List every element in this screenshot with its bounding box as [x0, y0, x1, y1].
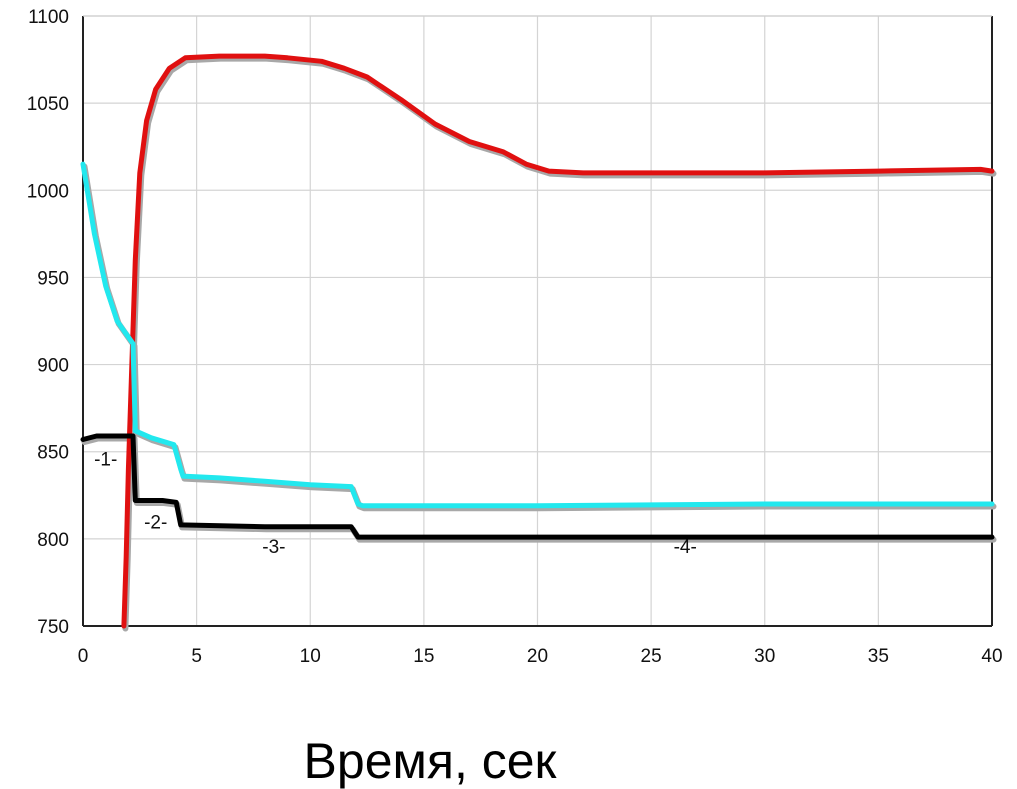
x-tick-label: 25: [641, 646, 662, 667]
x-tick-label: 40: [981, 646, 1002, 667]
y-tick-label: 750: [37, 617, 69, 638]
stage-label: -1-: [94, 450, 117, 471]
x-tick-labels: 0 5 10 15 20 25 30 35 40: [78, 646, 1003, 667]
x-tick-label: 15: [413, 646, 434, 667]
stage-label: -3-: [262, 537, 285, 558]
y-tick-label: 1100: [28, 7, 69, 28]
y-tick-labels: 750 800 850 900 950 1000 1050 1100: [27, 7, 69, 638]
series-shadow-2: [85, 167, 994, 509]
stage-label: -4-: [674, 537, 697, 558]
y-tick-label: 1050: [27, 94, 69, 115]
x-axis-label: Время, сек: [304, 733, 558, 789]
x-tick-label: 20: [527, 646, 548, 667]
series-shadow-1: [125, 59, 993, 629]
y-tick-label: 900: [37, 356, 69, 377]
grid: [83, 16, 992, 626]
x-tick-label: 0: [78, 646, 89, 667]
y-tick-label: 800: [37, 530, 69, 551]
x-tick-label: 35: [868, 646, 889, 667]
y-tick-label: 1000: [27, 181, 69, 202]
y-tick-label: 850: [37, 443, 69, 464]
x-tick-label: 10: [300, 646, 321, 667]
series-shadows: [85, 59, 994, 629]
x-tick-label: 5: [191, 646, 202, 667]
stage-label: -2-: [144, 512, 167, 533]
y-tick-label: 950: [37, 268, 69, 289]
x-tick-label: 30: [754, 646, 775, 667]
